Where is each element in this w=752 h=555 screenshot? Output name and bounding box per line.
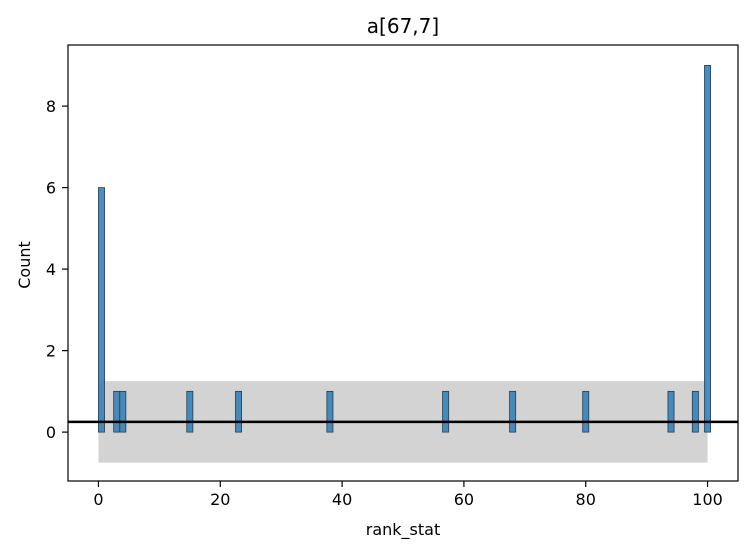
y-tick-label-4: 4	[46, 260, 56, 279]
chart-title: a[67,7]	[367, 14, 439, 38]
histogram-bar-6	[442, 390, 450, 433]
x-tick-label-0: 0	[93, 490, 103, 509]
histogram-bar-11	[704, 64, 711, 433]
histogram-bar-7	[509, 390, 517, 433]
y-tick-label-6: 6	[46, 179, 56, 198]
y-axis-label: Count	[15, 241, 34, 289]
y-tick-label-0: 0	[46, 423, 56, 442]
histogram-bar-0	[98, 187, 105, 433]
x-tick-label-20: 20	[210, 490, 230, 509]
histogram-bar-10	[691, 390, 699, 433]
x-tick-label-80: 80	[576, 490, 596, 509]
x-tick-label-40: 40	[332, 490, 352, 509]
histogram-bar-4	[235, 390, 242, 433]
histogram-bar-8	[582, 390, 590, 433]
histogram-bar-9	[667, 390, 675, 433]
bar-layer	[98, 64, 711, 433]
histogram-bar-2	[119, 390, 127, 433]
y-tick-label-8: 8	[46, 97, 56, 116]
x-axis-label: rank_stat	[366, 520, 440, 540]
x-tick-label-60: 60	[454, 490, 474, 509]
plot-frame	[67, 44, 739, 482]
histogram-bar-3	[186, 390, 194, 433]
y-tick-label-2: 2	[46, 342, 56, 361]
histogram-bar-1	[113, 390, 121, 433]
axis-layer: 0 20 40 60 80 100 0 2 4 6 8	[46, 44, 739, 509]
histogram-bar-5	[326, 390, 334, 433]
x-tick-label-100: 100	[692, 490, 723, 509]
